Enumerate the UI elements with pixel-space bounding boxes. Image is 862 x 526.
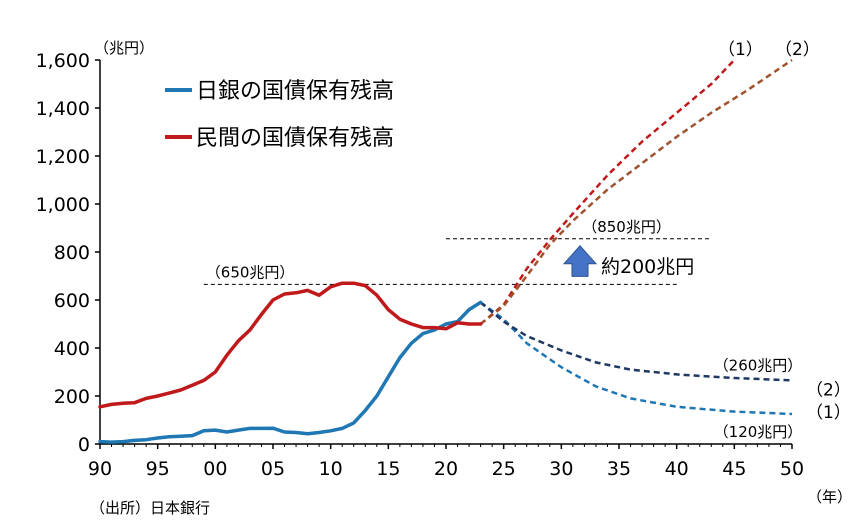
series-line-3 [479, 301, 793, 382]
legend-label: 日銀の国債保有残高 [196, 79, 394, 104]
series-line-2 [479, 301, 793, 416]
series-layer [98, 58, 793, 444]
x-tick-label: 90 [88, 458, 112, 480]
y-tick-label: 0 [78, 434, 90, 456]
reference-label-850: （850兆円） [582, 218, 671, 236]
y-tick-label: 600 [54, 290, 90, 312]
curve-label-2: （2） [775, 40, 820, 60]
x-tick-label: 95 [146, 458, 170, 480]
legend-label: 民間の国債保有残高 [196, 126, 394, 151]
y-axis-label: （兆円） [94, 39, 154, 57]
axes: 0 200 400 600 800 1,000 1,200 1,400 1,600 90 95 00 0… [36, 39, 852, 517]
arrow-up-icon [562, 245, 598, 277]
series-line-4 [479, 59, 736, 325]
x-tick-label: 50 [780, 458, 804, 480]
value-label-120: （120兆円） [714, 423, 803, 441]
series-line-5 [479, 58, 793, 325]
source-note: （出所）日本銀行 [90, 499, 210, 517]
curve-label-2-right: （2） [806, 380, 851, 400]
series-line-0 [98, 300, 483, 444]
x-tick-label: 20 [434, 458, 458, 480]
annotations: 約200兆円 （1） （2） （2） （1） （260兆円） （120兆円） [562, 40, 851, 441]
y-tick-label: 400 [54, 338, 90, 360]
reference-lines: （650兆円） （850兆円） [203, 218, 712, 285]
curve-label-1-right: （1） [806, 403, 851, 423]
y-tick-label: 1,400 [36, 98, 90, 120]
x-tick-label: 15 [376, 458, 400, 480]
x-tick-label: 30 [549, 458, 573, 480]
y-tick-label: 1,200 [36, 146, 90, 168]
x-tick-label: 35 [607, 458, 631, 480]
curve-label-1: （1） [718, 40, 763, 60]
x-tick-label: 00 [203, 458, 227, 480]
value-label-260: （260兆円） [714, 356, 803, 374]
x-axis-label: （年） [807, 488, 852, 506]
x-tick-label: 45 [722, 458, 746, 480]
y-tick-label: 1,000 [36, 194, 90, 216]
x-tick-label: 05 [261, 458, 285, 480]
series-line-1 [98, 281, 483, 409]
y-tick-label: 1,600 [36, 50, 90, 72]
reference-label-650: （650兆円） [206, 263, 295, 281]
arrow-label: 約200兆円 [601, 256, 694, 278]
y-tick-label: 200 [54, 386, 90, 408]
x-tick-label: 10 [319, 458, 343, 480]
x-tick-label: 25 [492, 458, 516, 480]
y-tick-label: 800 [54, 242, 90, 264]
x-tick-label: 40 [665, 458, 689, 480]
